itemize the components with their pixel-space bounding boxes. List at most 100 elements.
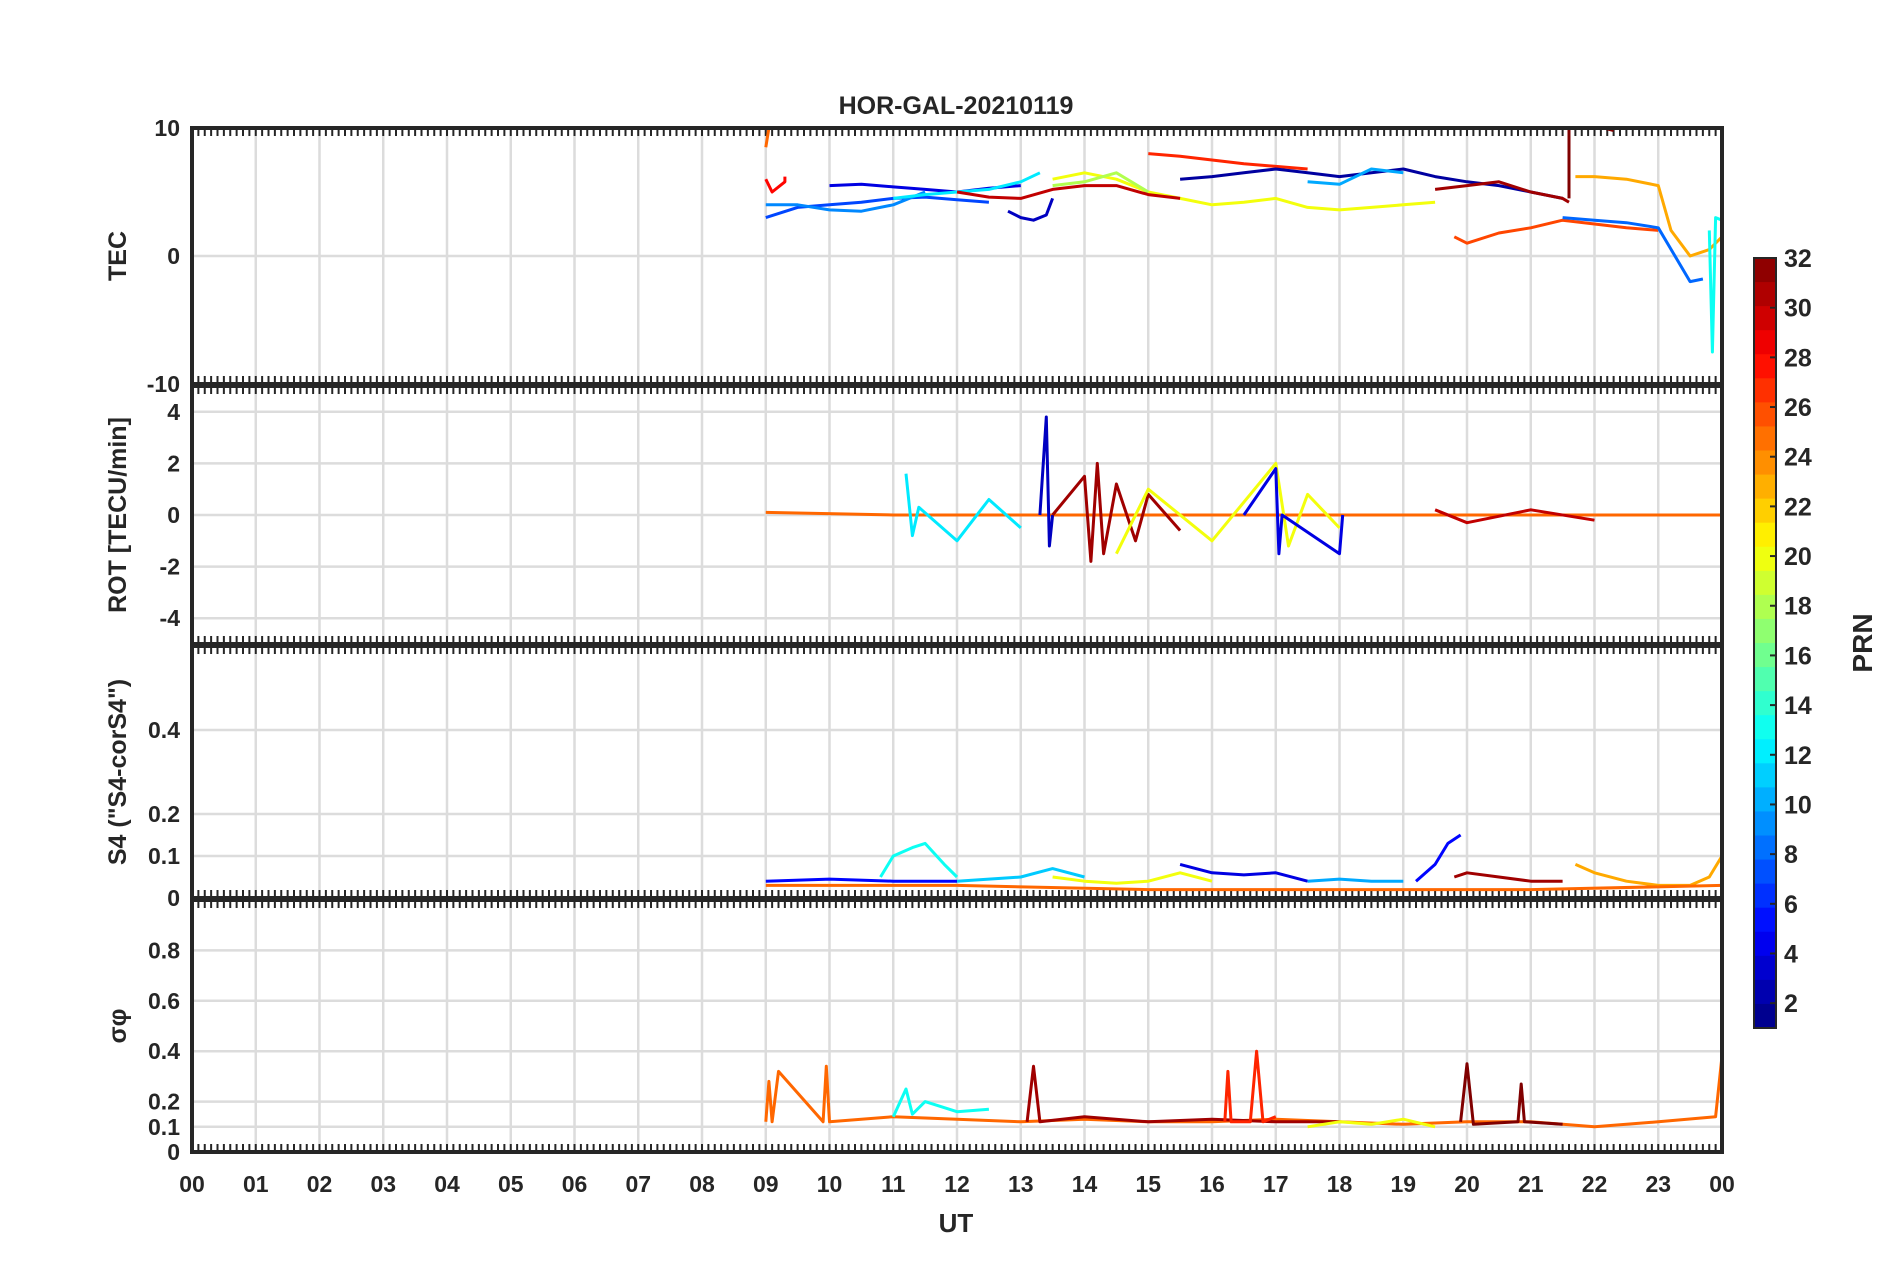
series-line-prn-9 bbox=[765, 190, 926, 213]
x-tick-label: 20 bbox=[1454, 1171, 1480, 1197]
colorbar-swatch bbox=[1754, 691, 1776, 716]
x-tick-label: 09 bbox=[753, 1171, 779, 1197]
x-tick-label: 05 bbox=[498, 1171, 524, 1197]
x-tick-label: 03 bbox=[370, 1171, 396, 1197]
colorbar-tick-label: 6 bbox=[1784, 891, 1798, 919]
x-tick-label: 01 bbox=[243, 1171, 269, 1197]
x-tick-label: 08 bbox=[689, 1171, 715, 1197]
x-tick-label: 14 bbox=[1072, 1171, 1098, 1197]
series-line-prn-32 bbox=[1567, 128, 1614, 199]
y-tick-label: 0 bbox=[167, 243, 180, 269]
colorbar-tick-label: 26 bbox=[1784, 394, 1812, 422]
y-tick-label: 0.2 bbox=[148, 1089, 180, 1115]
y-tick-label: 0 bbox=[167, 885, 180, 911]
series-line-prn-13 bbox=[891, 1087, 990, 1118]
colorbar-tick-label: 22 bbox=[1784, 493, 1812, 521]
colorbar-swatch bbox=[1754, 955, 1776, 981]
colorbar-tick-label: 8 bbox=[1784, 841, 1798, 869]
series-line-prn-23 bbox=[1575, 175, 1722, 258]
colorbar-frame bbox=[1753, 257, 1777, 1029]
colorbar-tick-label: 24 bbox=[1784, 444, 1812, 472]
series-line-prn-2 bbox=[1179, 167, 1563, 200]
colorbar-tick-label: 20 bbox=[1784, 543, 1812, 571]
colorbar-swatch bbox=[1754, 739, 1776, 764]
series-line-prn-5 bbox=[1415, 833, 1462, 883]
y-tick-label: 0.1 bbox=[148, 843, 180, 869]
y-tick-label: 10 bbox=[154, 115, 180, 141]
colorbar-swatch bbox=[1754, 811, 1776, 837]
colorbar-tick-label: 16 bbox=[1784, 642, 1812, 670]
x-tick-label: 11 bbox=[881, 1171, 906, 1197]
colorbar-tick-label: 14 bbox=[1784, 692, 1812, 720]
y-tick-label: 4 bbox=[167, 399, 180, 425]
series-line-prn-26 bbox=[1453, 218, 1659, 245]
series-line-prn-31 bbox=[1453, 871, 1563, 883]
series-line-prn-31 bbox=[1434, 180, 1570, 204]
y-tick-label: -4 bbox=[160, 605, 181, 631]
colorbar-swatch bbox=[1754, 282, 1776, 307]
x-tick-label: 22 bbox=[1582, 1171, 1608, 1197]
chart-title: HOR-GAL-20210119 bbox=[839, 92, 1074, 120]
series-line-prn-10 bbox=[1307, 167, 1404, 186]
colorbar-swatch bbox=[1754, 643, 1776, 668]
x-tick-label: 17 bbox=[1263, 1171, 1289, 1197]
series-line-prn-5 bbox=[765, 877, 957, 883]
panel-series bbox=[764, 128, 1722, 354]
y-tick-label: 0.4 bbox=[148, 1038, 180, 1064]
colorbar-swatch bbox=[1754, 859, 1776, 885]
y-tick-label: 0.4 bbox=[148, 717, 180, 743]
series-line-prn-13 bbox=[879, 841, 959, 879]
x-tick-label: 06 bbox=[562, 1171, 588, 1197]
colorbar-swatch bbox=[1754, 715, 1776, 740]
x-tick-label: 21 bbox=[1518, 1171, 1544, 1197]
x-tick-label: 02 bbox=[307, 1171, 333, 1197]
colorbar-swatch bbox=[1754, 522, 1776, 548]
colorbar-swatch bbox=[1754, 258, 1776, 283]
series-line-prn-20 bbox=[1115, 461, 1341, 555]
colorbar-swatch bbox=[1754, 570, 1776, 596]
colorbar-swatch bbox=[1754, 474, 1776, 500]
colorbar-swatch bbox=[1754, 426, 1776, 452]
series-line-prn-3 bbox=[1007, 197, 1055, 222]
colorbar-swatch bbox=[1754, 450, 1776, 476]
series-line-prn-12 bbox=[904, 473, 1022, 543]
colorbar-tick-label: 10 bbox=[1784, 791, 1812, 819]
x-tick-label: 12 bbox=[944, 1171, 970, 1197]
series-line-prn-20 bbox=[1052, 171, 1436, 212]
y-tick-label: 0.6 bbox=[148, 988, 180, 1014]
y-tick-label: 0.2 bbox=[148, 801, 180, 827]
colorbar-swatch bbox=[1754, 763, 1776, 788]
x-tick-label: 07 bbox=[625, 1171, 651, 1197]
series-line-prn-8 bbox=[1562, 216, 1704, 284]
x-tick-label: 16 bbox=[1199, 1171, 1225, 1197]
x-tick-label: 00 bbox=[179, 1171, 205, 1197]
series-line-prn-20 bbox=[1307, 1117, 1436, 1129]
colorbar-swatch bbox=[1754, 498, 1776, 524]
colorbar-swatch bbox=[1754, 979, 1776, 1005]
panel-series bbox=[764, 1049, 1722, 1129]
colorbar-swatch bbox=[1754, 618, 1776, 644]
series-line-prn-20 bbox=[1052, 871, 1213, 885]
series-line-prn-12 bbox=[893, 171, 1041, 200]
colorbar-swatch bbox=[1754, 1003, 1776, 1029]
colorbar-tick-label: 2 bbox=[1784, 990, 1798, 1018]
series-line-prn-30 bbox=[1434, 508, 1595, 525]
x-axis: 00 01 02 03 04 05 06 07 08 09 10 11 12 13 14 15 16 17 18 19… bbox=[179, 1171, 1735, 1197]
panel-series bbox=[765, 833, 1722, 892]
y-axis-label: TEC bbox=[104, 231, 132, 281]
colorbar-swatch bbox=[1754, 378, 1776, 403]
colorbar-swatch bbox=[1754, 931, 1776, 957]
colorbar-swatch bbox=[1754, 594, 1776, 620]
series-line-prn-25 bbox=[765, 883, 1722, 892]
colorbar-tick-label: 18 bbox=[1784, 593, 1812, 621]
colorbar-swatch bbox=[1754, 667, 1776, 692]
panel-4: 0.8 0.6 0.4 0.20.10 σφ bbox=[104, 898, 1724, 1165]
x-tick-label: 04 bbox=[434, 1171, 460, 1197]
colorbar-swatch bbox=[1754, 306, 1776, 331]
colorbar-swatch bbox=[1754, 354, 1776, 379]
colorbar-tick-label: 12 bbox=[1784, 742, 1812, 770]
panel-2: 4 2 0 -2 -4 ROT [TECU/min] bbox=[104, 384, 1724, 646]
x-tick-label: 00 bbox=[1709, 1171, 1735, 1197]
